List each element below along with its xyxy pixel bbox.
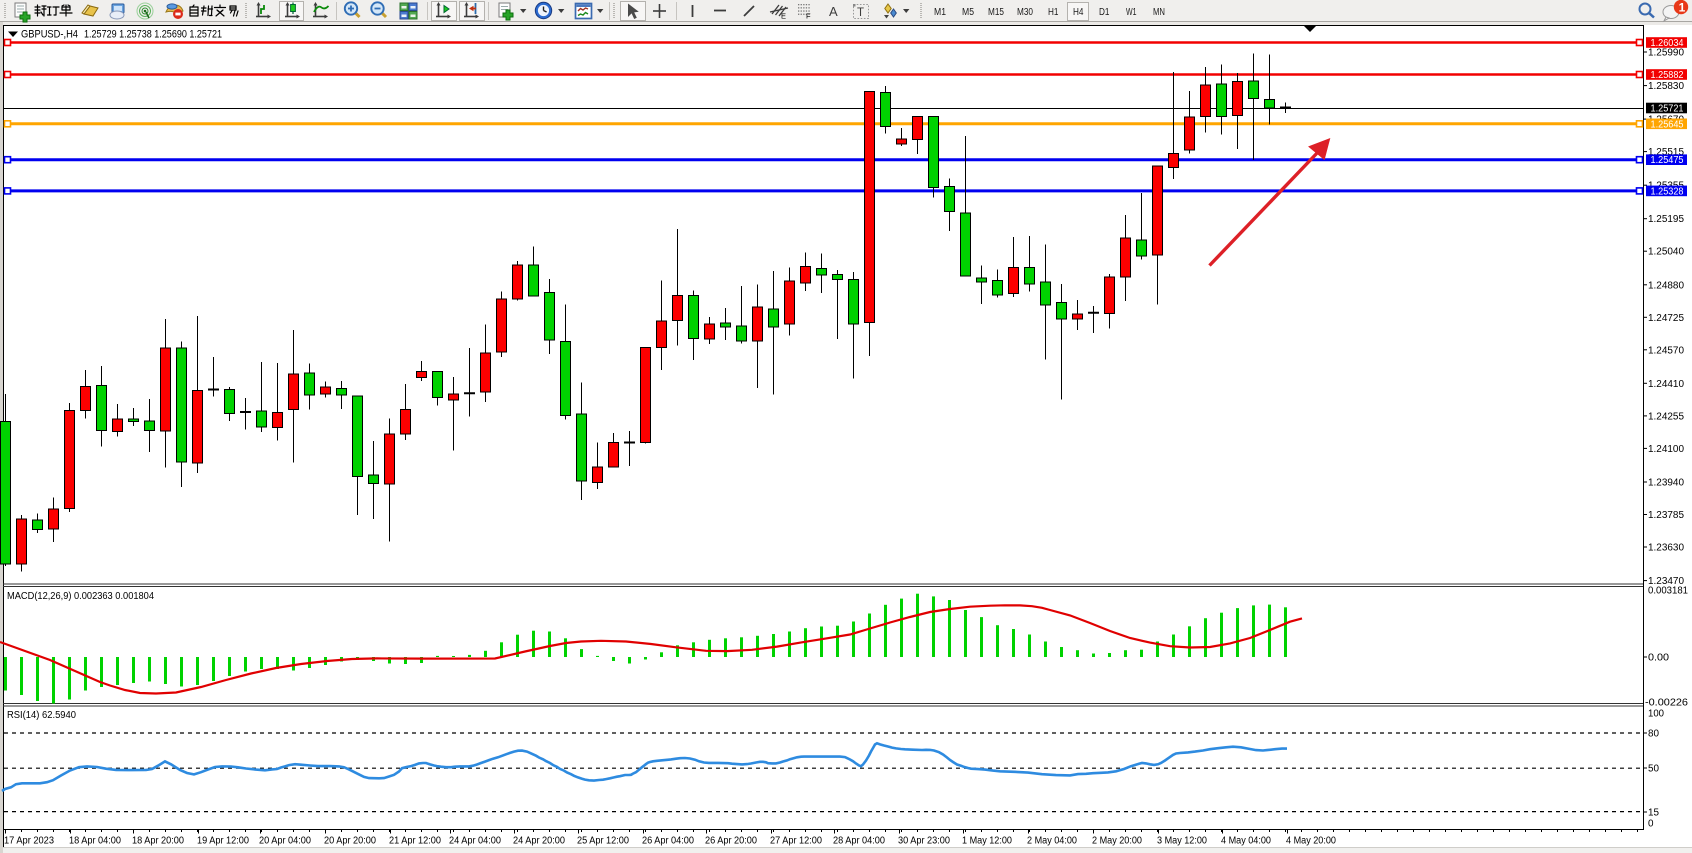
svg-text:21 Apr 12:00: 21 Apr 12:00 (389, 836, 441, 847)
svg-text:1.25721: 1.25721 (1651, 104, 1684, 115)
svg-text:A: A (829, 4, 838, 19)
svg-text:E: E (781, 12, 786, 21)
svg-text:T: T (857, 7, 864, 19)
svg-text:1.25040: 1.25040 (1648, 247, 1684, 258)
svg-text:2 May 20:00: 2 May 20:00 (1092, 836, 1142, 847)
svg-text:1 May 12:00: 1 May 12:00 (962, 836, 1012, 847)
svg-text:24 Apr 20:00: 24 Apr 20:00 (513, 836, 565, 847)
svg-text:1.24570: 1.24570 (1648, 345, 1684, 356)
svg-text:0: 0 (1648, 819, 1654, 830)
svg-text:28 Apr 04:00: 28 Apr 04:00 (833, 836, 885, 847)
svg-text:1.25990: 1.25990 (1648, 48, 1684, 59)
svg-text:20 Apr 20:00: 20 Apr 20:00 (324, 836, 376, 847)
svg-text:1.25645: 1.25645 (1651, 119, 1684, 130)
svg-text:1: 1 (1679, 0, 1686, 14)
svg-text:80: 80 (1648, 729, 1659, 740)
svg-text:1.25515: 1.25515 (1648, 147, 1684, 158)
svg-text:26 Apr 20:00: 26 Apr 20:00 (705, 836, 757, 847)
svg-text:27 Apr 12:00: 27 Apr 12:00 (770, 836, 822, 847)
svg-text:17 Apr 2023: 17 Apr 2023 (4, 836, 54, 847)
svg-text:F: F (806, 12, 811, 21)
svg-text:1.23470: 1.23470 (1648, 576, 1684, 587)
svg-text:0.00: 0.00 (1648, 653, 1669, 664)
svg-text:2 May 04:00: 2 May 04:00 (1027, 836, 1077, 847)
svg-text:1.25475: 1.25475 (1651, 155, 1684, 166)
svg-text:1.25729 1.25738 1.25690 1.2572: 1.25729 1.25738 1.25690 1.25721 (84, 29, 222, 41)
svg-text:100: 100 (1648, 709, 1664, 720)
svg-text:25 Apr 12:00: 25 Apr 12:00 (577, 836, 629, 847)
svg-text:20 Apr 04:00: 20 Apr 04:00 (259, 836, 311, 847)
svg-text:MACD(12,26,9) 0.002363 0.00180: MACD(12,26,9) 0.002363 0.001804 (7, 591, 154, 602)
svg-text:GBPUSD-,H4: GBPUSD-,H4 (21, 29, 78, 41)
svg-text:1.25882: 1.25882 (1651, 70, 1684, 81)
svg-text:18 Apr 04:00: 18 Apr 04:00 (69, 836, 121, 847)
svg-text:1.23785: 1.23785 (1648, 510, 1684, 521)
svg-text:1.25328: 1.25328 (1651, 186, 1684, 197)
svg-text:1.24410: 1.24410 (1648, 379, 1684, 390)
svg-text:1.23630: 1.23630 (1648, 543, 1684, 554)
svg-text:M15: M15 (988, 7, 1004, 18)
svg-text:M1: M1 (934, 7, 946, 18)
svg-text:M30: M30 (1017, 7, 1033, 18)
svg-text:-0.00226: -0.00226 (1645, 698, 1688, 709)
svg-text:4 May 04:00: 4 May 04:00 (1221, 836, 1271, 847)
svg-text:18 Apr 20:00: 18 Apr 20:00 (132, 836, 184, 847)
svg-text:H1: H1 (1048, 7, 1059, 18)
svg-text:1.26034: 1.26034 (1651, 38, 1684, 49)
svg-text:19 Apr 12:00: 19 Apr 12:00 (197, 836, 249, 847)
svg-text:RSI(14) 62.5940: RSI(14) 62.5940 (7, 710, 76, 721)
svg-text:15: 15 (1648, 808, 1659, 819)
svg-text:1.24255: 1.24255 (1648, 411, 1684, 422)
svg-text:24 Apr 04:00: 24 Apr 04:00 (449, 836, 501, 847)
svg-text:0.003181: 0.003181 (1648, 586, 1688, 597)
svg-text:D1: D1 (1099, 7, 1110, 18)
svg-text:4 May 20:00: 4 May 20:00 (1286, 836, 1336, 847)
svg-text:H4: H4 (1073, 7, 1084, 18)
svg-text:30 Apr 23:00: 30 Apr 23:00 (898, 836, 950, 847)
svg-text:26 Apr 04:00: 26 Apr 04:00 (642, 836, 694, 847)
svg-text:50: 50 (1648, 764, 1659, 775)
svg-text:1.24100: 1.24100 (1648, 444, 1684, 455)
svg-text:3 May 12:00: 3 May 12:00 (1157, 836, 1207, 847)
svg-text:1.25195: 1.25195 (1648, 214, 1684, 225)
svg-text:1.25830: 1.25830 (1648, 81, 1684, 92)
svg-text:1.24880: 1.24880 (1648, 280, 1684, 291)
svg-text:1.24725: 1.24725 (1648, 313, 1684, 324)
svg-text:W1: W1 (1126, 7, 1137, 18)
svg-text:1.23940: 1.23940 (1648, 478, 1684, 489)
svg-text:MN: MN (1153, 7, 1165, 18)
svg-text:M5: M5 (962, 7, 974, 18)
